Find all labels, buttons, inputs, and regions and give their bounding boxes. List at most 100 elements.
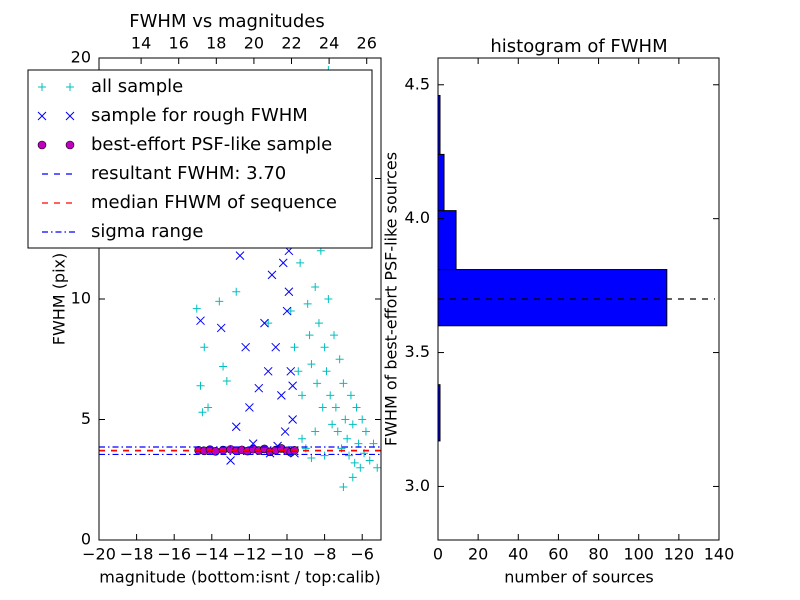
point	[311, 427, 320, 436]
y-tick-label: 0	[81, 530, 91, 549]
point	[267, 270, 277, 280]
x-tick-label: −6	[350, 545, 374, 564]
y-tick-label: 20	[71, 48, 91, 67]
point	[307, 454, 316, 463]
point	[271, 342, 281, 352]
x-axis-label: magnitude (bottom:isnt / top:calib)	[99, 568, 380, 587]
point	[320, 343, 329, 352]
point	[290, 343, 299, 352]
point	[286, 366, 296, 376]
x-tick-label: −12	[233, 545, 267, 564]
point	[282, 306, 292, 316]
point	[339, 482, 348, 491]
point	[198, 408, 207, 417]
x-tick-label: 140	[704, 545, 735, 564]
point	[277, 391, 286, 400]
point	[328, 420, 337, 429]
point	[348, 473, 357, 482]
point	[196, 316, 205, 326]
legend-key	[65, 111, 75, 121]
point	[341, 415, 350, 424]
y-tick-label: 5	[81, 409, 91, 428]
y-axis-label: FWHM (pix)	[50, 253, 69, 346]
point	[280, 427, 290, 436]
point	[346, 391, 355, 400]
chart-title: FWHM vs magnitudes	[129, 11, 324, 32]
x-tick-label: −14	[195, 545, 229, 564]
point	[303, 299, 312, 308]
point	[296, 258, 305, 267]
axes-frame	[437, 57, 720, 541]
x-tick-label: −18	[120, 545, 154, 564]
point	[330, 331, 338, 340]
point	[263, 366, 273, 376]
point	[369, 439, 378, 448]
point	[264, 319, 273, 328]
x-tick-label: 60	[548, 545, 568, 564]
point	[305, 331, 314, 340]
legend-key	[37, 140, 47, 150]
x-tick-label: −8	[313, 545, 337, 564]
x-tick-label: −20	[82, 545, 116, 564]
point	[318, 403, 327, 412]
point	[219, 362, 228, 371]
point	[335, 355, 344, 364]
point	[356, 463, 365, 472]
bar	[437, 153, 445, 212]
x-tick-label: 120	[664, 545, 695, 564]
point	[326, 391, 335, 400]
legend-key	[65, 140, 75, 150]
legend-key	[38, 83, 46, 91]
legend-label: sigma range	[91, 221, 203, 242]
x-tick-label: 100	[623, 545, 654, 564]
point	[320, 451, 329, 460]
legend-label: sample for rough FWHM	[91, 105, 308, 126]
point	[358, 415, 367, 424]
point	[288, 415, 297, 424]
point	[204, 403, 213, 412]
x-tick-label: −16	[157, 545, 191, 564]
legend-key	[37, 111, 47, 121]
legend-box	[27, 69, 373, 249]
point	[314, 319, 323, 328]
point	[298, 391, 307, 400]
x-tick-label: 40	[508, 545, 528, 564]
point	[294, 367, 303, 376]
point	[333, 427, 342, 436]
point	[350, 458, 359, 467]
point	[352, 403, 361, 412]
x2-tick-label: 14	[131, 34, 151, 53]
point	[311, 282, 320, 291]
point	[215, 297, 224, 306]
point	[232, 287, 241, 296]
point	[339, 379, 348, 388]
point	[231, 422, 241, 432]
x2-tick-label: 18	[206, 34, 226, 53]
point	[222, 376, 231, 385]
point	[200, 343, 209, 352]
x2-tick-label: 20	[244, 34, 264, 53]
point	[192, 304, 201, 313]
point	[241, 342, 250, 352]
y-tick-label: 10	[71, 289, 91, 308]
point	[345, 451, 354, 460]
point	[286, 307, 295, 316]
x2-tick-label: 26	[357, 34, 377, 53]
point	[354, 439, 363, 448]
y-tick-label: 4.0	[405, 208, 430, 227]
x2-tick-label: 24	[319, 34, 339, 53]
point	[373, 463, 381, 472]
point	[322, 367, 331, 376]
legend-label: resultant FWHM: 3.70	[91, 163, 286, 184]
point	[284, 287, 294, 297]
legend: all sample sample for rough FWHM best-effo…	[27, 69, 373, 249]
x-axis-label: number of sources	[504, 568, 654, 587]
point	[313, 379, 322, 388]
x-tick-label: 80	[588, 545, 608, 564]
point	[331, 403, 340, 412]
point	[278, 258, 288, 268]
point	[365, 456, 374, 465]
point	[361, 427, 370, 436]
point	[288, 381, 297, 391]
chart-title: histogram of FWHM	[490, 36, 667, 57]
